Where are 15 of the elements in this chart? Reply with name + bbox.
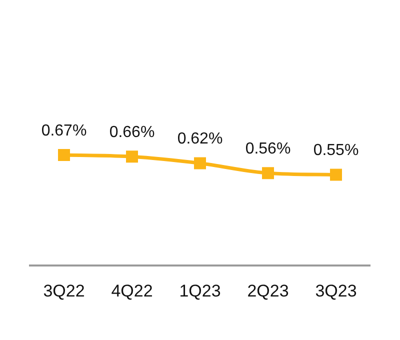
data-label: 0.62% — [177, 130, 223, 148]
point — [126, 150, 138, 163]
x-tick-label: 3Q22 — [43, 281, 85, 300]
point — [194, 157, 206, 170]
data-label: 0.67% — [41, 122, 87, 140]
point — [330, 168, 342, 181]
data-label: 0.66% — [109, 124, 155, 142]
x-tick-label: 4Q22 — [111, 281, 153, 300]
x-tick-label: 1Q23 — [179, 281, 221, 300]
data-label: 0.56% — [245, 140, 291, 158]
x-tick-label: 2Q23 — [247, 281, 289, 300]
data-label: 0.55% — [313, 142, 359, 160]
x-tick-label: 3Q23 — [315, 281, 357, 300]
point — [262, 167, 274, 180]
point — [58, 148, 70, 161]
